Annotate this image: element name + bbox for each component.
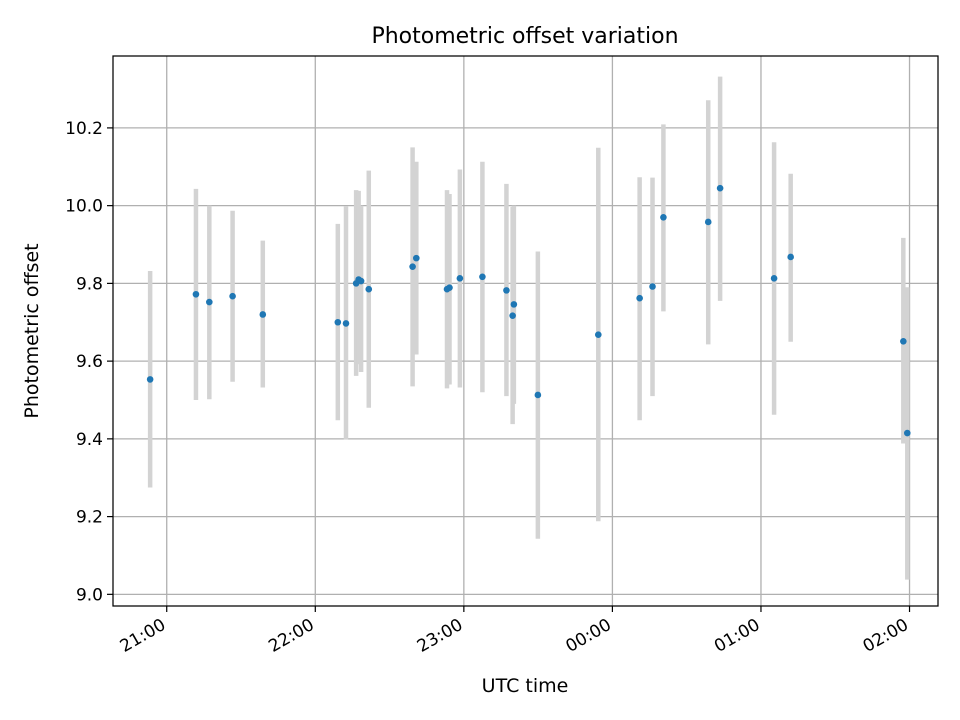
data-point [503, 287, 510, 294]
data-point [660, 214, 667, 221]
y-tick-label: 9.8 [76, 274, 103, 294]
data-point [206, 298, 213, 306]
data-point [357, 277, 365, 285]
data-point [409, 263, 416, 270]
data-point [229, 292, 236, 300]
data-point [903, 429, 911, 437]
plot-frame [112, 55, 939, 607]
data-point [342, 320, 350, 327]
data-point [636, 294, 643, 302]
data-point [192, 290, 200, 298]
data-point [259, 311, 267, 318]
data-point [456, 275, 464, 282]
y-tick-label: 9.4 [76, 430, 103, 450]
data-point [446, 284, 453, 291]
data-point [509, 312, 516, 319]
data-point [704, 218, 712, 226]
y-tick-label: 9.2 [76, 508, 103, 528]
y-tick-label: 10.0 [65, 197, 103, 217]
data-points [146, 184, 911, 437]
data-point [365, 285, 373, 293]
data-point [594, 331, 602, 338]
x-axis-label: UTC time [482, 675, 569, 697]
y-axis-label: Photometric offset [21, 243, 43, 418]
data-point [146, 376, 154, 383]
data-point [510, 301, 518, 308]
y-tick-label: 9.6 [76, 352, 103, 372]
chart-title: Photometric offset variation [371, 24, 678, 49]
data-point [413, 254, 420, 262]
data-point [787, 253, 794, 261]
y-tick-label: 9.0 [76, 585, 103, 605]
data-point [334, 318, 342, 326]
data-point [716, 184, 724, 192]
data-point [649, 283, 656, 290]
data-point [770, 275, 778, 282]
data-point [479, 273, 486, 281]
y-tick-label: 10.2 [65, 119, 103, 139]
data-point [534, 391, 542, 399]
y-axis-ticks: 9.0 9.2 9.4 9.6 9.8 10.0 10.2 [65, 119, 113, 605]
data-point [900, 338, 907, 345]
